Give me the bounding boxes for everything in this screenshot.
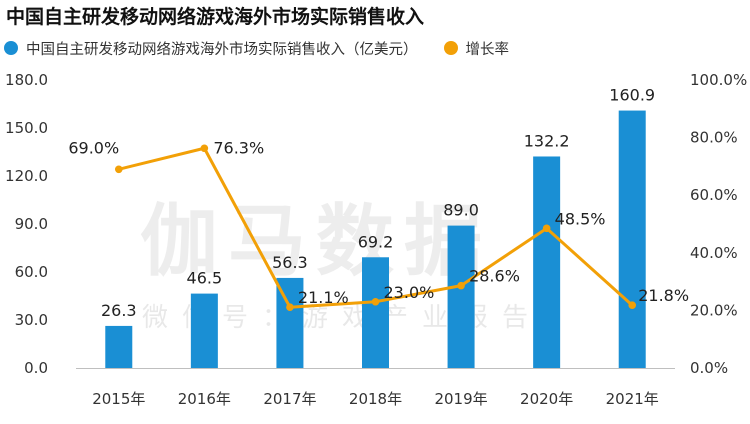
growth-value-label: 48.5% <box>555 209 606 228</box>
bar <box>533 156 561 368</box>
y-left-tick-label: 60.0 <box>15 263 48 281</box>
bar-value-label: 46.5 <box>187 269 223 288</box>
circle-icon <box>443 41 458 55</box>
bar <box>362 257 389 368</box>
x-tick-label: 2020年 <box>520 390 573 408</box>
y-right-tick-label: 80.0% <box>690 129 738 147</box>
y-left-tick-label: 90.0 <box>15 215 48 233</box>
growth-point <box>371 297 380 306</box>
bar <box>105 325 133 368</box>
y-left-tick-label: 0.0 <box>24 359 48 377</box>
bar <box>618 110 646 368</box>
y-right-tick-label: 60.0% <box>690 186 738 204</box>
growth-point <box>628 301 637 310</box>
y-left-tick-label: 30.0 <box>15 311 48 329</box>
growth-point <box>200 144 209 153</box>
legend-item-revenue: 中国自主研发移动网络游戏海外市场实际销售收入（亿美元） <box>4 38 418 59</box>
growth-value-label: 23.0% <box>384 283 435 302</box>
y-left-tick-label: 180.0 <box>5 71 48 89</box>
y-right-tick-label: 0.0% <box>690 359 728 377</box>
growth-value-label: 28.6% <box>469 267 520 286</box>
growth-point <box>542 224 551 233</box>
y-right-tick-label: 20.0% <box>690 301 738 319</box>
circle-icon <box>4 41 18 55</box>
x-tick-label: 2016年 <box>178 390 231 408</box>
y-right-tick-label: 40.0% <box>690 244 738 262</box>
legend: 中国自主研发移动网络游戏海外市场实际销售收入（亿美元） 增长率 <box>4 36 535 60</box>
bar-value-label: 160.9 <box>609 86 655 105</box>
bar-value-label: 26.3 <box>101 301 137 320</box>
x-tick-label: 2018年 <box>349 390 402 408</box>
bar <box>190 293 218 368</box>
y-right-tick-label: 100.0% <box>690 71 747 89</box>
growth-value-label: 21.1% <box>298 288 349 307</box>
watermark-main: 伽马数据 <box>140 197 492 287</box>
legend-label-revenue: 中国自主研发移动网络游戏海外市场实际销售收入（亿美元） <box>26 41 418 58</box>
legend-label-growth: 增长率 <box>465 41 510 58</box>
bar-value-label: 69.2 <box>358 232 394 251</box>
chart-title: 中国自主研发移动网络游戏海外市场实际销售收入 <box>6 6 425 28</box>
bar <box>447 225 475 368</box>
growth-point <box>114 165 123 174</box>
bar-value-label: 56.3 <box>272 253 308 272</box>
x-tick-label: 2019年 <box>434 390 487 408</box>
bar-value-label: 132.2 <box>524 131 570 150</box>
x-tick-label: 2021年 <box>606 390 659 408</box>
legend-item-growth: 增长率 <box>443 38 510 59</box>
growth-point <box>457 281 465 290</box>
x-tick-label: 2017年 <box>263 390 316 408</box>
y-left-tick-label: 150.0 <box>5 119 48 137</box>
x-tick-label: 2015年 <box>92 390 145 408</box>
growth-value-label: 21.8% <box>638 286 689 305</box>
growth-value-label: 69.0% <box>68 138 119 157</box>
growth-point <box>286 303 294 312</box>
growth-value-label: 76.3% <box>213 138 264 157</box>
bar-value-label: 89.0 <box>443 201 479 220</box>
y-left-tick-label: 120.0 <box>5 167 48 185</box>
